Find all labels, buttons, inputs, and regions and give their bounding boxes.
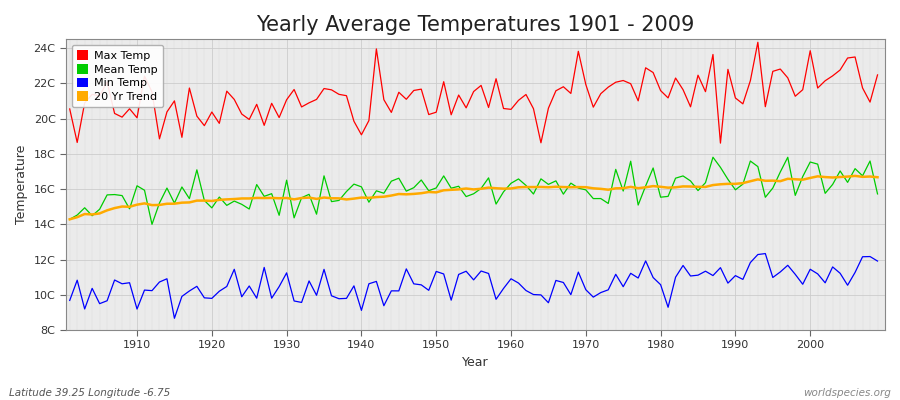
Text: worldspecies.org: worldspecies.org [803,388,891,398]
Legend: Max Temp, Mean Temp, Min Temp, 20 Yr Trend: Max Temp, Mean Temp, Min Temp, 20 Yr Tre… [71,45,163,108]
Title: Yearly Average Temperatures 1901 - 2009: Yearly Average Temperatures 1901 - 2009 [256,15,695,35]
Y-axis label: Temperature: Temperature [15,145,28,224]
Text: Latitude 39.25 Longitude -6.75: Latitude 39.25 Longitude -6.75 [9,388,170,398]
X-axis label: Year: Year [463,356,489,369]
